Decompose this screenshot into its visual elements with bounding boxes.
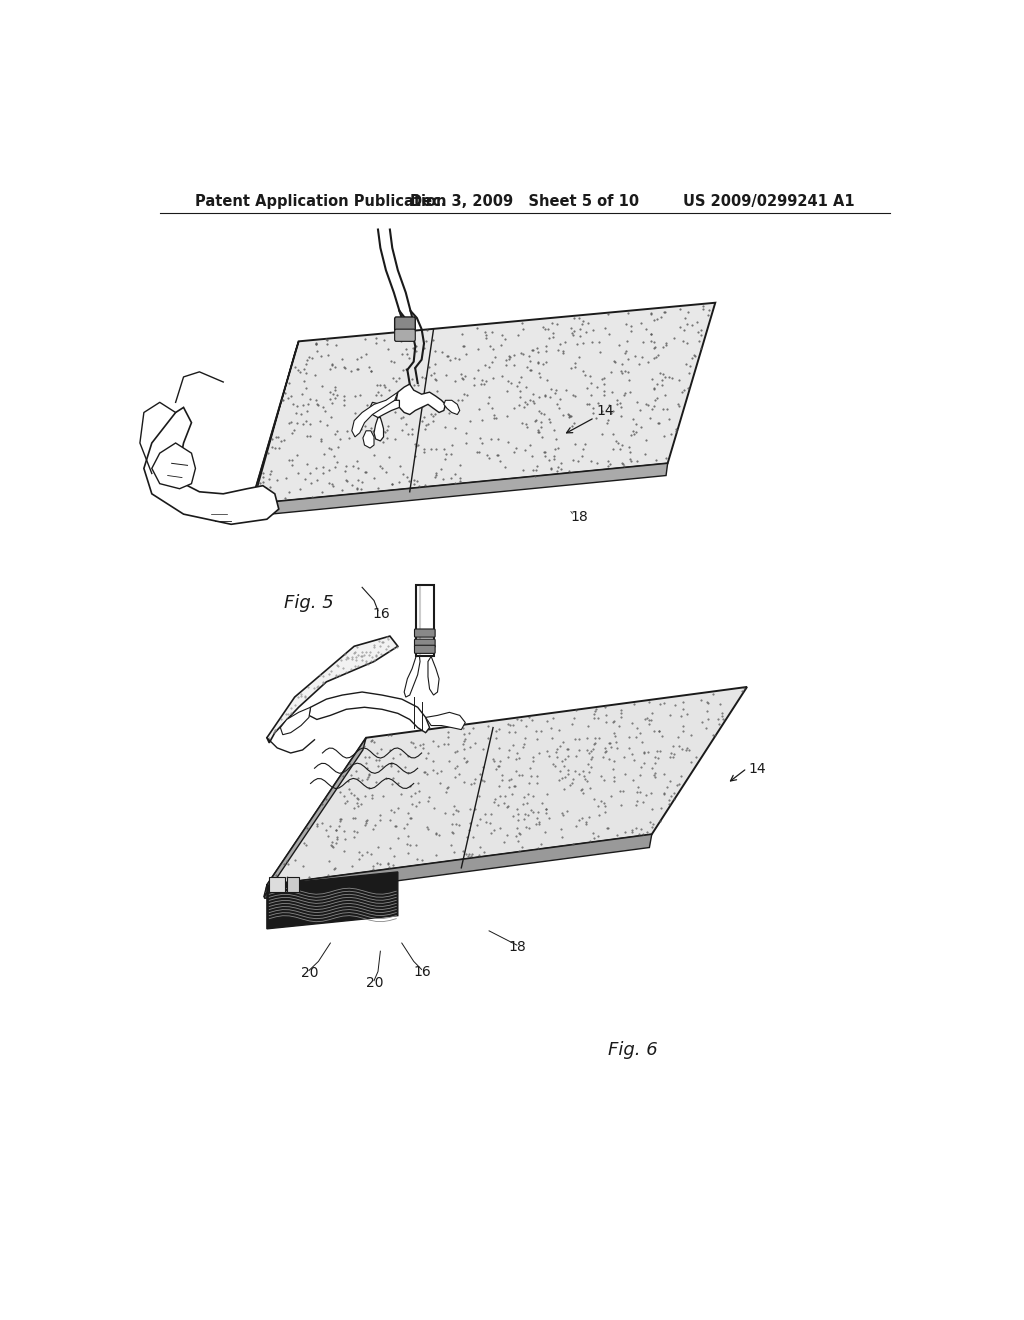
Polygon shape — [281, 708, 310, 735]
Polygon shape — [250, 463, 668, 516]
Polygon shape — [250, 342, 299, 516]
Text: 14: 14 — [749, 763, 766, 776]
Text: 18: 18 — [509, 940, 526, 954]
Bar — [287, 876, 299, 892]
Polygon shape — [443, 400, 460, 414]
FancyBboxPatch shape — [415, 639, 435, 647]
Polygon shape — [152, 444, 196, 488]
Text: Fig. 6: Fig. 6 — [608, 1041, 657, 1059]
FancyBboxPatch shape — [415, 645, 435, 653]
Text: 14: 14 — [596, 404, 613, 417]
Bar — [269, 876, 285, 892]
Polygon shape — [352, 392, 397, 437]
Polygon shape — [396, 384, 445, 414]
Polygon shape — [404, 655, 420, 697]
Polygon shape — [264, 738, 367, 898]
Polygon shape — [362, 430, 374, 447]
Polygon shape — [428, 656, 439, 696]
Text: 18: 18 — [570, 511, 589, 524]
Polygon shape — [264, 834, 652, 899]
Polygon shape — [267, 873, 397, 929]
Polygon shape — [267, 636, 397, 743]
Polygon shape — [370, 400, 399, 417]
Text: US 2009/0299241 A1: US 2009/0299241 A1 — [683, 194, 854, 209]
FancyBboxPatch shape — [394, 329, 416, 342]
Polygon shape — [416, 585, 433, 656]
Text: 20: 20 — [367, 975, 384, 990]
Polygon shape — [374, 417, 384, 441]
Polygon shape — [267, 686, 748, 886]
Polygon shape — [426, 713, 465, 730]
Text: Fig. 5: Fig. 5 — [284, 594, 333, 611]
Text: Patent Application Publication: Patent Application Publication — [196, 194, 446, 209]
Text: 16: 16 — [373, 607, 390, 620]
Text: 16: 16 — [414, 965, 431, 978]
FancyBboxPatch shape — [415, 630, 435, 638]
Text: 20: 20 — [301, 966, 318, 979]
Polygon shape — [143, 408, 279, 524]
Polygon shape — [251, 302, 715, 504]
FancyBboxPatch shape — [394, 317, 416, 331]
Polygon shape — [309, 692, 430, 733]
Text: Dec. 3, 2009   Sheet 5 of 10: Dec. 3, 2009 Sheet 5 of 10 — [411, 194, 639, 209]
